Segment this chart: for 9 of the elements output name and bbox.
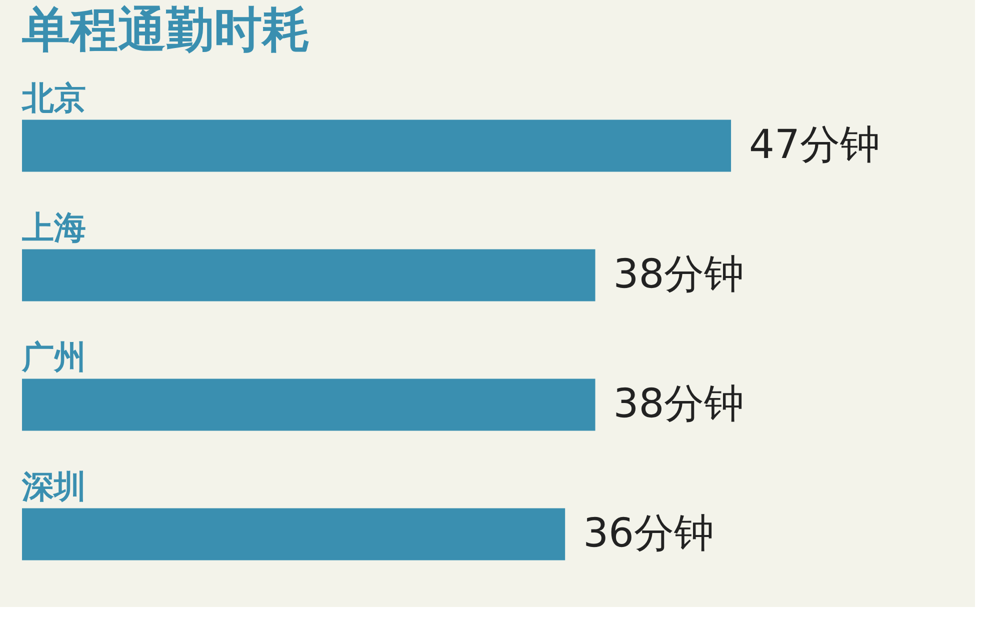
data-label: 36分钟 (583, 510, 714, 556)
data-label: 38分钟 (613, 380, 744, 427)
y-tick-label: 深圳 (21, 467, 86, 506)
data-label: 47分钟 (749, 122, 880, 168)
y-tick-label: 广州 (21, 338, 86, 376)
data-label: 38分钟 (613, 251, 744, 298)
y-tick-label: 上海 (21, 208, 86, 246)
chart-title: 单程通勤时耗 (21, 2, 310, 58)
y-tick-label: 北京 (21, 78, 86, 117)
